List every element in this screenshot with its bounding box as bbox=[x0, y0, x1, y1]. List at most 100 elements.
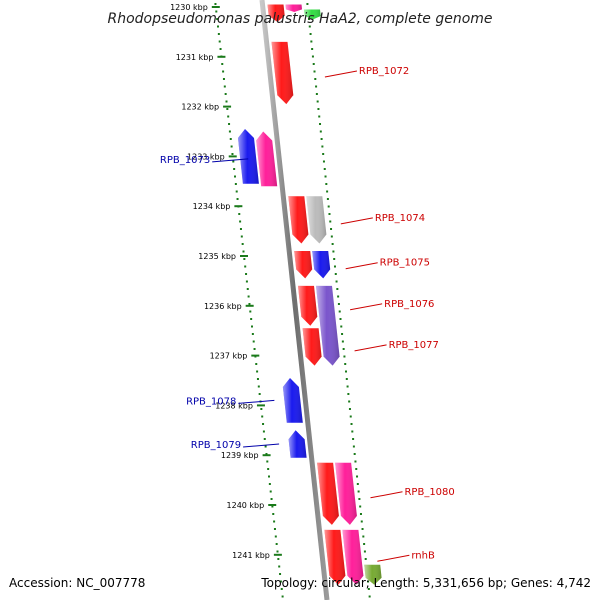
guide-dot-right bbox=[355, 468, 358, 470]
guide-dot-left bbox=[274, 535, 277, 538]
scale-tick-label: 1231 kbp bbox=[176, 53, 214, 62]
guide-dot-right bbox=[350, 423, 353, 425]
gene-feature[interactable] bbox=[285, 4, 303, 13]
guide-dot-left bbox=[268, 483, 271, 485]
guide-dot-left bbox=[218, 40, 221, 43]
gene-feature-rpb_1079[interactable] bbox=[288, 430, 307, 458]
gene-label[interactable]: RPB_1080 bbox=[404, 487, 454, 498]
gene-label[interactable]: rnhB bbox=[411, 550, 435, 561]
gene-arrow-shading bbox=[294, 251, 313, 279]
gene-label[interactable]: RPB_1075 bbox=[380, 258, 430, 269]
guide-dot-right bbox=[368, 595, 371, 598]
guide-dot-left bbox=[242, 250, 245, 253]
guide-dot-right bbox=[337, 295, 340, 298]
gene-arrow-shading bbox=[256, 131, 278, 187]
scale-tick-label: 1230 kbp bbox=[170, 3, 208, 12]
guide-dot-left bbox=[258, 393, 261, 395]
guide-dot-right bbox=[359, 513, 362, 515]
scale-tick-label: 1236 kbp bbox=[204, 302, 242, 311]
guide-dot-left bbox=[226, 108, 229, 110]
gene-feature-rpb_1073[interactable] bbox=[256, 131, 278, 187]
guide-dot-left bbox=[215, 10, 218, 13]
gene-feature-rpb_1074[interactable] bbox=[288, 196, 309, 244]
gene-feature[interactable] bbox=[364, 564, 382, 585]
guide-dot-right bbox=[352, 438, 355, 440]
gene-feature-rpb_1076[interactable] bbox=[298, 285, 318, 326]
gene-feature[interactable] bbox=[312, 251, 331, 279]
guide-dot-right bbox=[367, 580, 370, 583]
guide-dot-left bbox=[266, 460, 269, 463]
guide-dot-left bbox=[247, 295, 250, 298]
gene-arrow-shading bbox=[288, 196, 309, 244]
backbone-line bbox=[259, 0, 330, 600]
gene-feature-rpb_1080[interactable] bbox=[317, 462, 339, 525]
guide-dot-right bbox=[363, 543, 366, 545]
guide-dot-right bbox=[315, 85, 318, 88]
gene-feature-rnhb[interactable] bbox=[324, 529, 346, 585]
gene-feature[interactable] bbox=[267, 4, 285, 22]
gene-feature[interactable] bbox=[316, 285, 340, 366]
guide-dot-right bbox=[353, 453, 356, 455]
guide-dot-right bbox=[327, 205, 330, 208]
gene-feature-rpb_1078[interactable] bbox=[282, 378, 303, 423]
guide-dot-right bbox=[326, 198, 329, 200]
guide-dot-right bbox=[341, 340, 344, 343]
guide-dot-left bbox=[220, 55, 223, 58]
guide-dot-right bbox=[346, 385, 349, 388]
gene-feature-rpb_1075[interactable] bbox=[294, 251, 313, 279]
gene-label[interactable]: RPB_1073 bbox=[160, 155, 210, 166]
guide-dot-left bbox=[216, 18, 219, 20]
guide-dot-right bbox=[347, 393, 350, 395]
gene-label[interactable]: RPB_1074 bbox=[375, 213, 425, 224]
gene-arrow-shading bbox=[364, 564, 382, 585]
guide-dot-right bbox=[311, 55, 314, 58]
gene-label[interactable]: RPB_1077 bbox=[389, 340, 439, 351]
guide-dot-left bbox=[257, 385, 260, 388]
scale-tick-label: 1237 kbp bbox=[210, 352, 248, 361]
guide-dot-right bbox=[326, 190, 329, 193]
guide-dot-left bbox=[239, 220, 242, 223]
guide-dot-right bbox=[352, 445, 355, 448]
gene-label-leader bbox=[324, 70, 357, 78]
guide-dot-left bbox=[256, 370, 259, 373]
guide-dot-right bbox=[312, 63, 315, 65]
guide-dot-right bbox=[338, 310, 341, 313]
guide-dot-right bbox=[363, 550, 366, 553]
guide-dot-left bbox=[254, 355, 257, 358]
gene-label[interactable]: RPB_1076 bbox=[384, 299, 434, 310]
gene-label[interactable]: RPB_1078 bbox=[186, 396, 236, 407]
scale-tick-label: 1235 kbp bbox=[198, 252, 236, 261]
gene-label-leader bbox=[377, 554, 410, 562]
guide-dot-left bbox=[245, 280, 248, 283]
guide-dot-right bbox=[345, 378, 348, 380]
gene-feature-rpb_1077[interactable] bbox=[302, 328, 322, 366]
gene-arrow-shading bbox=[285, 4, 302, 12]
genome-summary-text: Topology: circular; Length: 5,331,656 bp… bbox=[260, 576, 591, 590]
guide-dot-left bbox=[240, 235, 243, 238]
gene-feature[interactable] bbox=[238, 129, 259, 184]
guide-dot-left bbox=[280, 588, 283, 590]
gene-feature[interactable] bbox=[335, 462, 357, 525]
gene-feature[interactable] bbox=[342, 529, 364, 585]
gene-label[interactable]: RPB_1072 bbox=[359, 66, 409, 77]
guide-dot-left bbox=[238, 213, 241, 215]
gene-feature[interactable] bbox=[306, 196, 327, 244]
guide-dot-left bbox=[273, 528, 276, 530]
scale-tick-label: 1240 kbp bbox=[227, 501, 265, 510]
gene-features bbox=[238, 4, 382, 585]
guide-dot-left bbox=[248, 303, 251, 305]
guide-dot-right bbox=[318, 115, 321, 118]
gene-label[interactable]: RPB_1079 bbox=[191, 440, 241, 451]
guide-dot-right bbox=[341, 333, 344, 335]
guide-dot-left bbox=[232, 160, 235, 163]
guide-dot-left bbox=[228, 123, 231, 125]
gene-feature[interactable] bbox=[304, 9, 321, 20]
guide-dot-left bbox=[251, 333, 254, 335]
guide-dot-left bbox=[265, 453, 268, 455]
gene-labels: RPB_1072 RPB_1073 RPB_1074 RPB_1075 RPB_1076… bbox=[160, 66, 455, 562]
guide-dot-right bbox=[317, 108, 320, 110]
gene-label-leader bbox=[238, 399, 275, 404]
guide-dot-right bbox=[340, 325, 343, 328]
gene-feature-rpb_1072[interactable] bbox=[271, 41, 294, 105]
